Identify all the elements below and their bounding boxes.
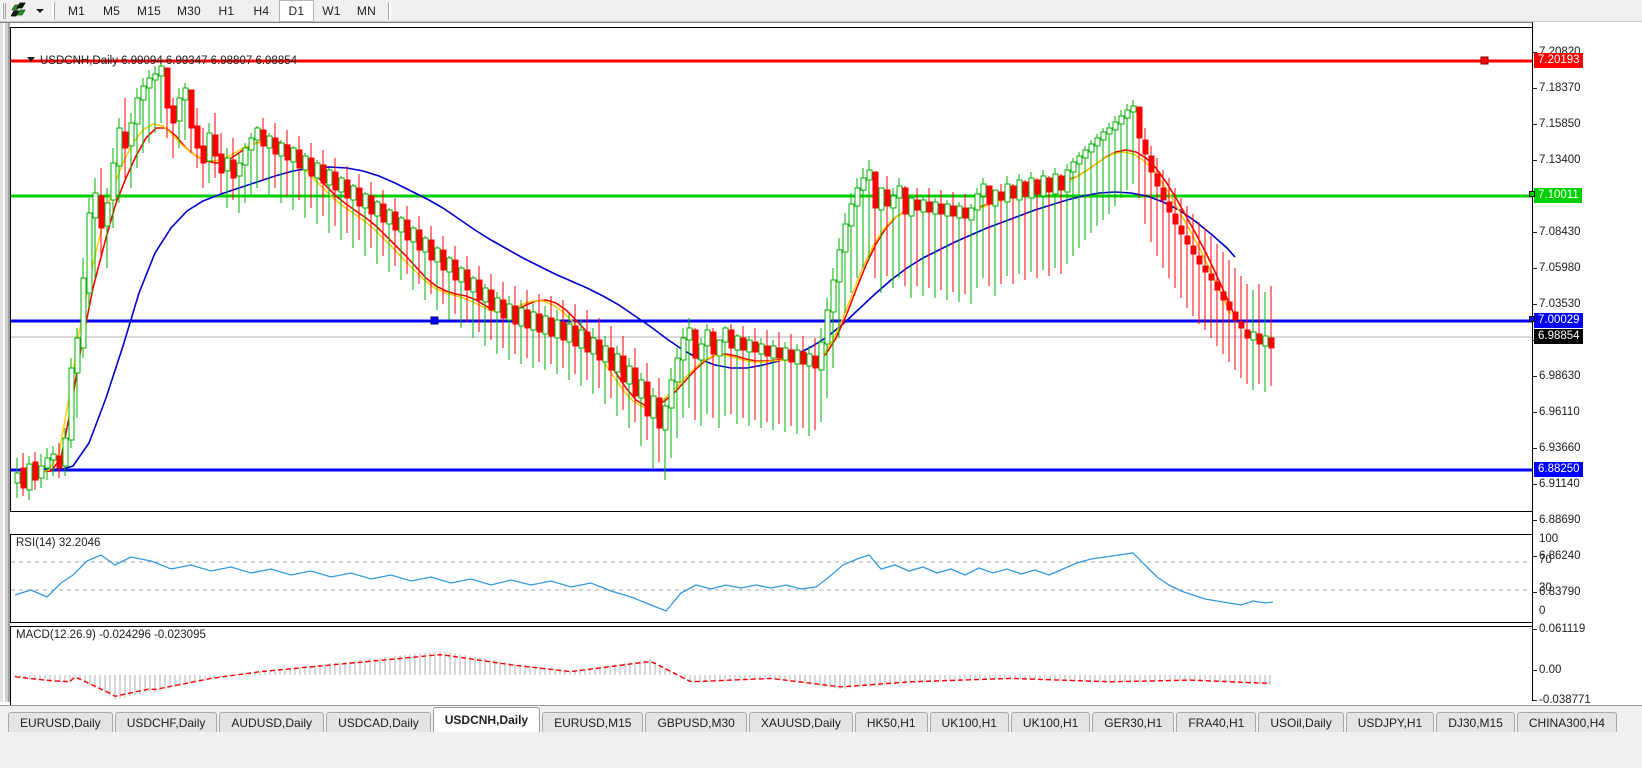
chart-tab-usdcnh-daily[interactable]: USDCNH,Daily xyxy=(432,707,541,732)
timeframe-m30[interactable]: M30 xyxy=(176,3,201,18)
chart-area[interactable]: USDCNH,Daily 6.99094 6.99347 6.98807 6.9… xyxy=(0,22,1642,734)
collapse-triangle-icon[interactable] xyxy=(27,57,35,63)
rsi-indicator-panel[interactable]: RSI(14) 32.2046 xyxy=(10,534,1642,623)
timeframe-button-group: M1 M5 M15 M30 H1 H4 D1 W1 MN xyxy=(59,0,384,22)
chart-vertical-scrollbar[interactable] xyxy=(0,23,10,702)
chart-tab-usdchf-daily[interactable]: USDCHF,Daily xyxy=(114,712,218,732)
chart-tab-usoil-daily[interactable]: USOil,Daily xyxy=(1258,712,1344,732)
macd-label: MACD(12.26.9) -0.024296 -0.023095 xyxy=(16,629,206,641)
chart-tab-usdcad-daily[interactable]: USDCAD,Daily xyxy=(326,712,431,732)
rsi-canvas xyxy=(11,552,1642,612)
timeframe-m1[interactable]: M1 xyxy=(67,3,86,18)
price-chart-panel[interactable]: USDCNH,Daily 6.99094 6.99347 6.98807 6.9… xyxy=(10,27,1642,512)
templates-dropdown-icon[interactable] xyxy=(33,2,46,20)
price-chart-canvas xyxy=(11,56,1642,500)
timeframe-d1[interactable]: D1 xyxy=(278,0,314,22)
chart-tab-eurusd-m15[interactable]: EURUSD,M15 xyxy=(542,712,644,732)
level-handle[interactable] xyxy=(1529,191,1535,197)
timeframe-h4[interactable]: H4 xyxy=(253,3,270,18)
timeframe-h1[interactable]: H1 xyxy=(218,3,235,18)
chart-tab-hk50-h1[interactable]: HK50,H1 xyxy=(854,712,928,732)
chart-tab-xauusd-daily[interactable]: XAUUSD,Daily xyxy=(748,712,853,732)
rsi-label: RSI(14) 32.2046 xyxy=(16,537,101,549)
price-tag-black[interactable]: 6.98854 xyxy=(1534,329,1583,344)
chart-tab-china300-h4[interactable]: CHINA300,H4 xyxy=(1516,712,1617,732)
price-tag-blue[interactable]: 7.00029 xyxy=(1534,313,1583,328)
chart-tab-eurusd-daily[interactable]: EURUSD,Daily xyxy=(8,712,113,732)
chart-tab-dj30-m15[interactable]: DJ30,M15 xyxy=(1436,712,1515,732)
chart-tab-uk100-h1[interactable]: UK100,H1 xyxy=(1010,712,1091,732)
timeframe-w1[interactable]: W1 xyxy=(322,3,341,18)
chart-tab-usdjpy-h1[interactable]: USDJPY,H1 xyxy=(1345,712,1435,732)
timeframe-m15[interactable]: M15 xyxy=(137,3,161,18)
toolbar-separator-end xyxy=(387,1,391,20)
price-tag-red[interactable]: 7.20193 xyxy=(1534,53,1583,68)
price-tag-green[interactable]: 7.10011 xyxy=(1534,188,1582,203)
timeframe-toolbar: M1 M5 M15 M30 H1 H4 D1 W1 MN xyxy=(0,0,1642,22)
chart-tab-bar: EURUSD,Daily USDCHF,Daily AUDUSD,Daily USDC… xyxy=(0,705,1642,768)
level-handle[interactable] xyxy=(1529,316,1535,322)
timeframe-m5[interactable]: M5 xyxy=(102,3,121,18)
chart-tab-uk100-h1[interactable]: UK100,H1 xyxy=(929,712,1009,732)
templates-icon[interactable] xyxy=(11,2,33,20)
toolbar-drag-handle[interactable] xyxy=(2,2,6,19)
chart-tab-ger30-h1[interactable]: GER30,H1 xyxy=(1092,712,1175,732)
price-scale[interactable]: 7.208207.183707.158507.134007.109507.084… xyxy=(1529,22,1642,706)
toolbar-separator xyxy=(52,1,55,20)
chart-tab-fra40-h1[interactable]: FRA40,H1 xyxy=(1176,712,1257,732)
chart-tab-strip: EURUSD,Daily USDCHF,Daily AUDUSD,Daily USDC… xyxy=(0,706,1642,732)
macd-canvas xyxy=(14,651,1271,700)
chart-tab-audusd-daily[interactable]: AUDUSD,Daily xyxy=(219,712,325,732)
timeframe-mn[interactable]: MN xyxy=(356,3,376,18)
price-tag-blue[interactable]: 6.88250 xyxy=(1534,462,1583,477)
chart-tab-gbpusd-m30[interactable]: GBPUSD,M30 xyxy=(645,712,747,732)
symbol-header-label: USDCNH,Daily 6.99094 6.99347 6.98807 6.9… xyxy=(27,55,297,67)
macd-indicator-panel[interactable]: MACD(12.26.9) -0.024296 -0.023095 xyxy=(10,626,1642,714)
